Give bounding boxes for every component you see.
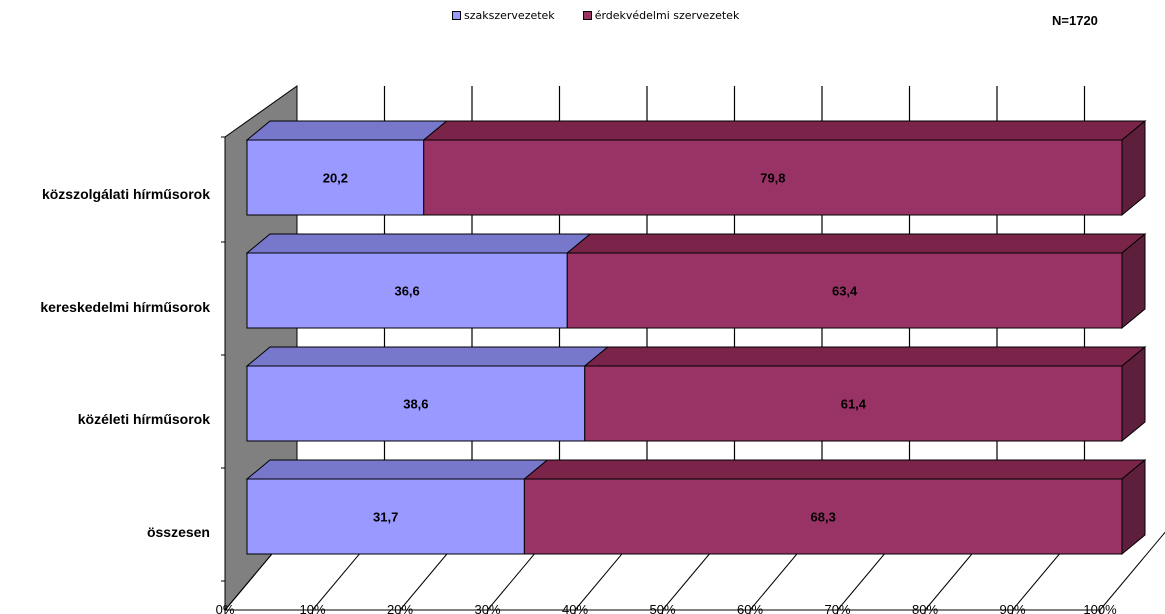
legend-item: érdekvédelmi szervezetek (582, 9, 740, 22)
bar-segment-series-2 (523, 478, 1123, 555)
data-label-series-1: 36,6 (394, 284, 419, 299)
data-label-series-2: 63,4 (832, 284, 858, 299)
bar-top-series-2 (565, 233, 1147, 254)
legend-swatch-series-2 (582, 11, 592, 20)
category-label: közéleti hírműsorok (78, 411, 210, 427)
data-label-series-2: 68,3 (811, 510, 836, 525)
data-label-series-1: 20,2 (323, 171, 348, 186)
bar-top-series-2 (422, 120, 1147, 141)
bar-segment-series-2 (566, 252, 1123, 329)
x-tick-label: 80% (912, 602, 938, 614)
category-label: közszolgálati hírműsorok (42, 186, 210, 202)
x-tick-label: 30% (474, 602, 500, 614)
floor-gridline (1099, 531, 1165, 611)
bar-top-series-1 (245, 346, 610, 367)
x-tick-label: 40% (562, 602, 588, 614)
bar-segment-series-1 (246, 252, 568, 329)
bar-segment-series-1 (246, 478, 525, 555)
legend-label-series-1: szakszervezetek (464, 9, 555, 22)
bar-segment-series-2 (584, 365, 1123, 442)
sample-size-note: N=1720 (1052, 13, 1098, 28)
bar-top-series-1 (245, 459, 549, 480)
legend-label-series-2: érdekvédelmi szervezetek (594, 9, 740, 22)
bar-top-series-2 (522, 459, 1147, 480)
legend: szakszervezetek érdekvédelmi szervezetek (452, 9, 739, 22)
data-label-series-1: 38,6 (403, 397, 428, 412)
data-label-series-2: 61,4 (841, 397, 867, 412)
bar-top-series-1 (245, 120, 449, 141)
bar-top-series-1 (245, 233, 592, 254)
x-tick-label: 60% (737, 602, 763, 614)
x-tick-label: 90% (999, 602, 1025, 614)
legend-swatch-series-1 (452, 11, 461, 20)
x-tick-label: 20% (387, 602, 413, 614)
legend-item: szakszervezetek (452, 9, 555, 22)
bar-top-series-2 (583, 346, 1147, 367)
category-label: összesen (147, 524, 210, 540)
x-tick-label: 70% (824, 602, 850, 614)
data-label-series-2: 79,8 (760, 171, 785, 186)
x-tick-label: 50% (649, 602, 675, 614)
bar-segment-series-1 (246, 139, 425, 216)
bar-segment-series-2 (423, 139, 1123, 216)
x-tick-label: 100% (1083, 602, 1117, 614)
data-label-series-1: 31,7 (373, 510, 398, 525)
x-tick-label: 10% (299, 602, 325, 614)
category-label: kereskedelmi hírműsorok (40, 299, 210, 315)
